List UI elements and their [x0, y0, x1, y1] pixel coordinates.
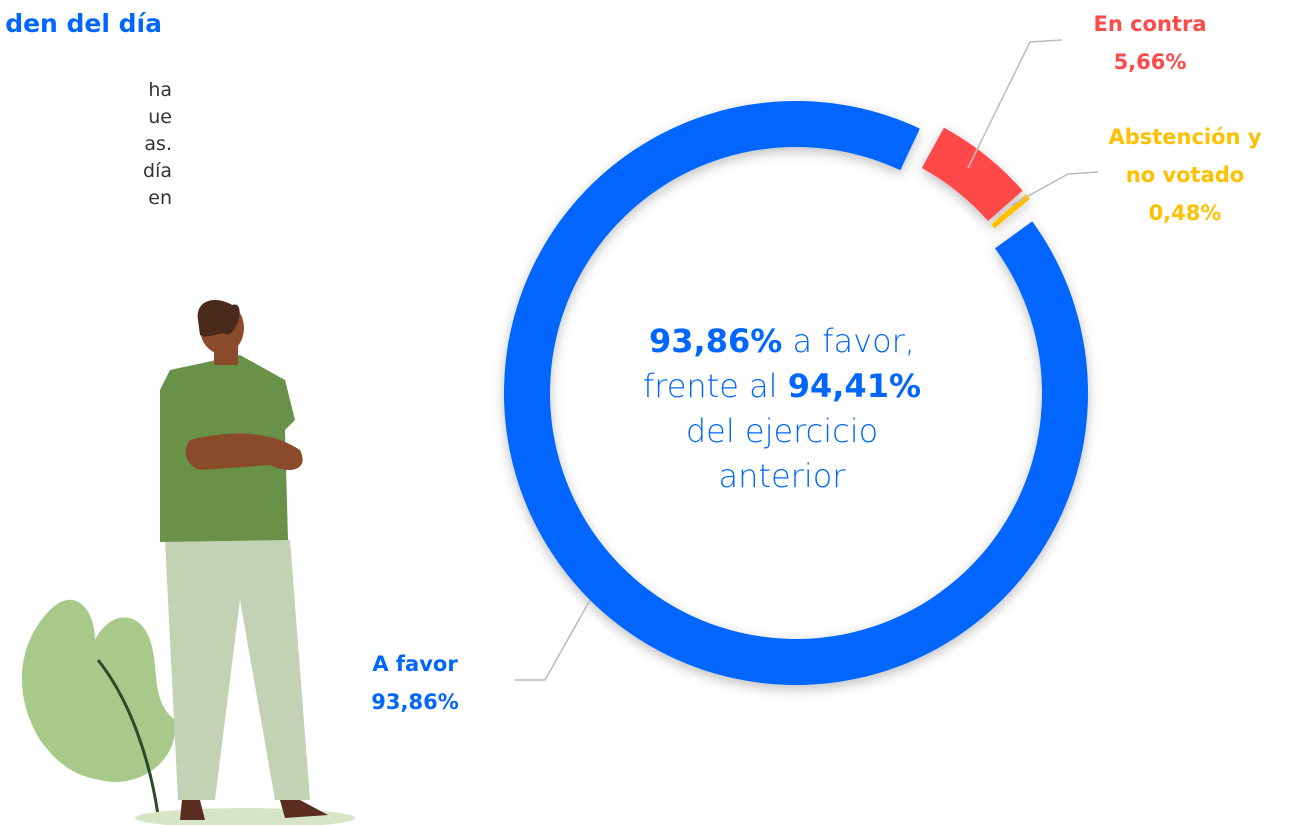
leader-line	[967, 39, 1063, 169]
center-text-part: a favor,	[782, 322, 915, 360]
donut-segment	[921, 127, 1023, 222]
leader-lines	[515, 39, 1099, 681]
person-illustration	[160, 300, 328, 820]
label-name: En contra	[1093, 12, 1207, 36]
paragraph: ha ue as. día en	[143, 79, 172, 209]
heading: den del día	[5, 9, 162, 38]
leader-line	[1011, 171, 1099, 206]
segment-label: En contra 5,66%	[1065, 5, 1235, 81]
paragraph-line: en	[148, 187, 172, 209]
label-name: Abstención y no votado	[1108, 125, 1262, 187]
donut-segment	[991, 194, 1030, 229]
segment-label: A favor 93,86%	[330, 645, 500, 721]
center-text-part: anterior	[719, 457, 847, 495]
label-value: 5,66%	[1113, 50, 1187, 74]
center-text-part: frente al	[643, 367, 788, 405]
center-text-part: 93,86%	[649, 322, 782, 360]
label-value: 0,48%	[1148, 201, 1222, 225]
paragraph-line: as.	[144, 133, 172, 155]
center-text-line: 93,86% a favor,	[649, 322, 915, 360]
center-text-line: frente al 94,41%	[643, 367, 921, 405]
paragraph-line: ue	[148, 106, 172, 128]
paragraph-line: día	[143, 160, 172, 182]
leader-line	[515, 599, 591, 681]
label-name: A favor	[372, 652, 458, 676]
center-text-part: 94,41%	[788, 367, 921, 405]
paragraph-line: ha	[148, 79, 172, 101]
segment-label: Abstención y no votado 0,48%	[1100, 118, 1270, 232]
label-value: 93,86%	[371, 690, 459, 714]
center-text-line: del ejercicio	[686, 412, 878, 450]
center-text-line: anterior	[719, 457, 847, 495]
center-text-part: del ejercicio	[686, 412, 878, 450]
